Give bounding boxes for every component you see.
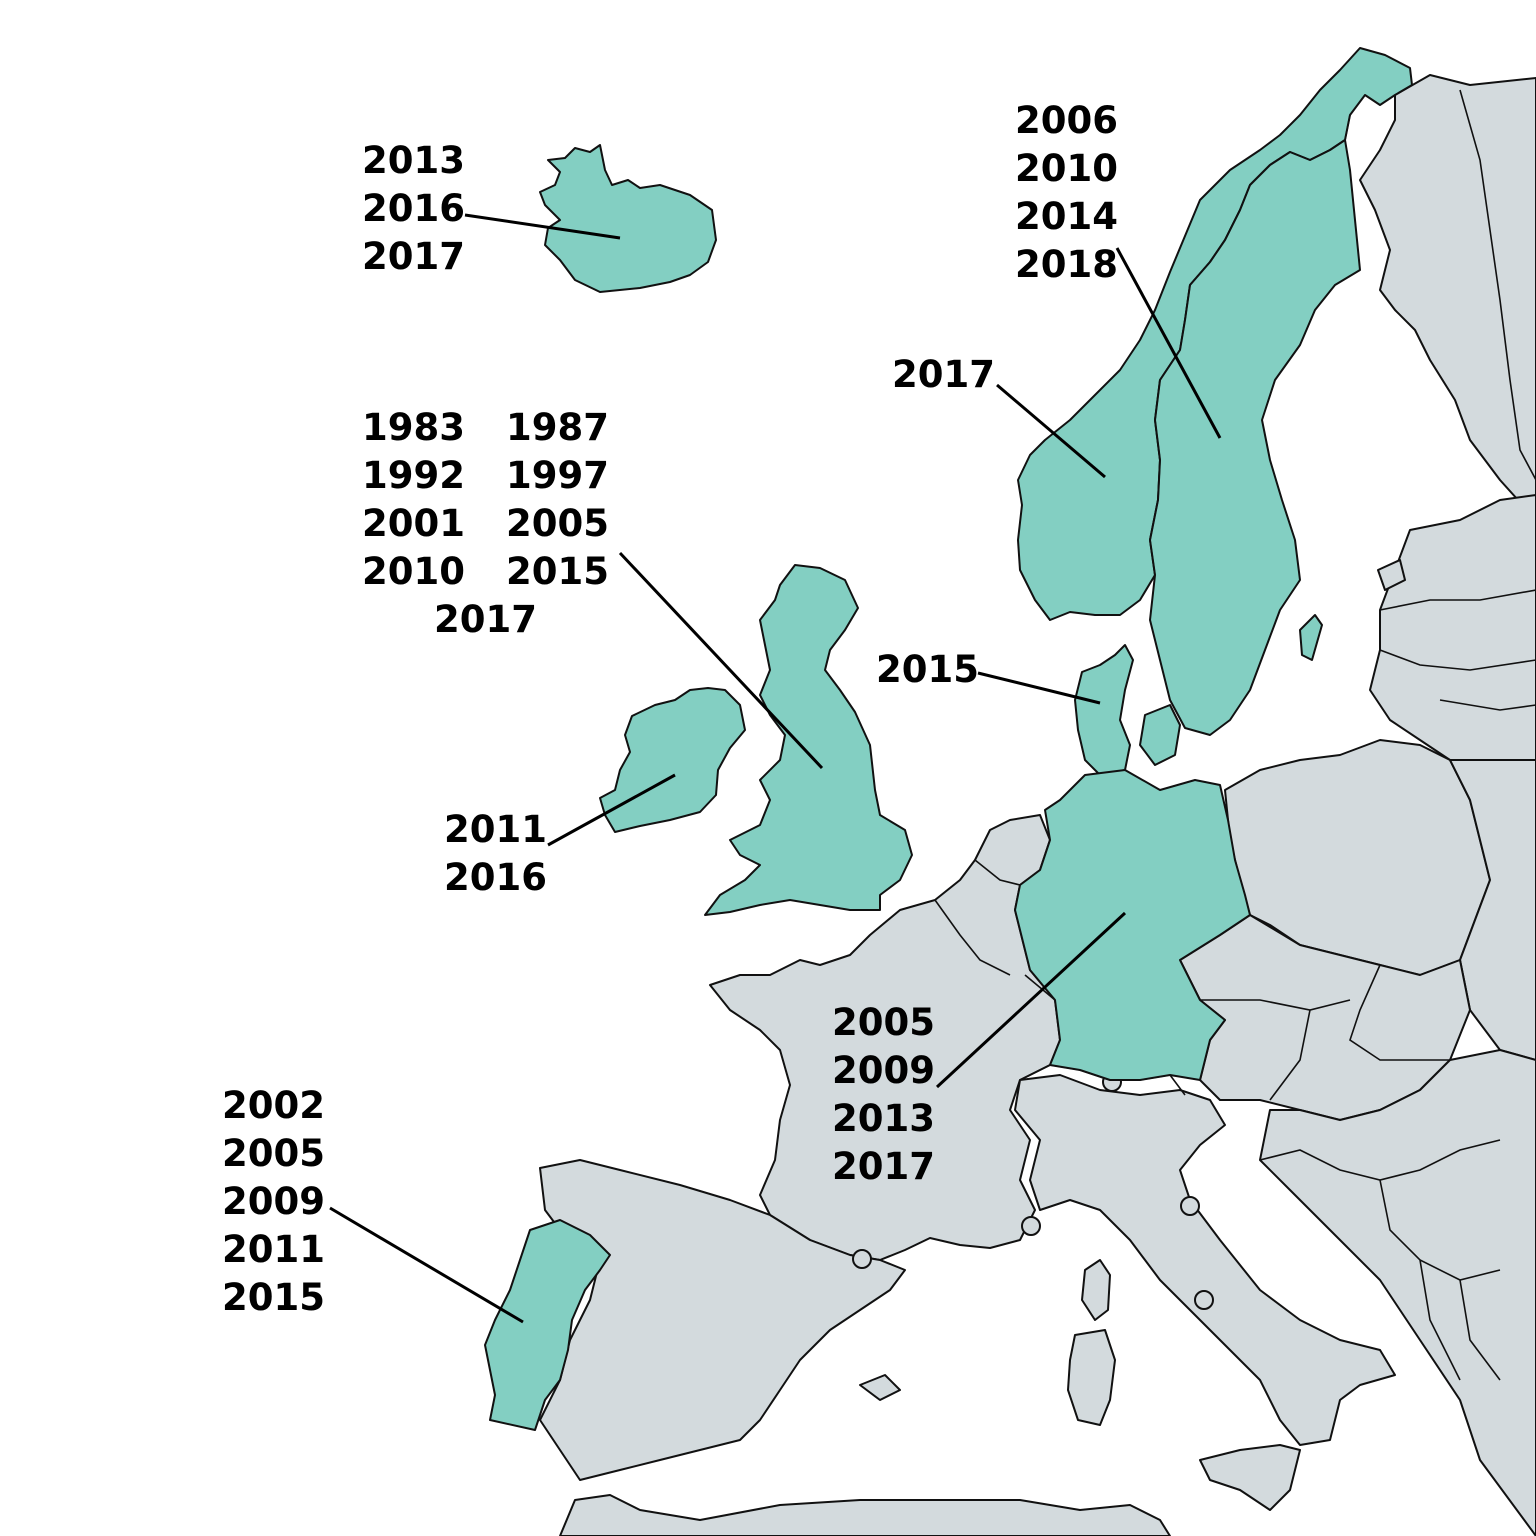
land-balkans bbox=[1259, 1049, 1536, 1536]
label-ireland-year: 2011 bbox=[444, 808, 547, 851]
label-portugal-year: 2002 bbox=[222, 1084, 325, 1127]
leader-norway bbox=[996, 383, 1106, 479]
marker-dot bbox=[1021, 1216, 1041, 1236]
land-saaremaa bbox=[1377, 559, 1406, 591]
label-sweden-year: 2010 bbox=[1015, 147, 1118, 190]
marker-dot bbox=[1180, 1196, 1200, 1216]
labels: 2013 2016 2017 1983 1987 1992 1997 2001 … bbox=[222, 99, 1118, 1319]
marker-dot bbox=[1194, 1290, 1214, 1310]
label-germany-year: 2017 bbox=[832, 1145, 935, 1188]
leader-portugal bbox=[329, 1206, 524, 1324]
label-uk-year: 1992 bbox=[362, 454, 465, 497]
leader-iceland bbox=[464, 213, 621, 240]
border-central bbox=[1200, 964, 1450, 1101]
border-benelux bbox=[934, 859, 1056, 1001]
highlighted-countries bbox=[484, 47, 1413, 1431]
label-iceland-year: 2016 bbox=[362, 187, 465, 230]
country-denmark-zealand bbox=[1139, 704, 1181, 766]
label-sweden-year: 2018 bbox=[1015, 243, 1118, 286]
label-sweden-year: 2006 bbox=[1015, 99, 1118, 142]
country-germany bbox=[1014, 769, 1251, 1081]
label-germany-year: 2005 bbox=[832, 1001, 935, 1044]
label-uk-year: 1983 bbox=[362, 406, 465, 449]
label-sweden-year: 2014 bbox=[1015, 195, 1118, 238]
label-uk-year: 1997 bbox=[506, 454, 609, 497]
label-portugal-year: 2005 bbox=[222, 1132, 325, 1175]
land-sicily bbox=[1199, 1444, 1301, 1511]
land-island-gotland bbox=[1299, 614, 1323, 661]
leader-ireland bbox=[547, 773, 676, 847]
country-iceland bbox=[539, 144, 717, 293]
label-uk-year: 2005 bbox=[506, 502, 609, 545]
label-portugal-year: 2009 bbox=[222, 1180, 325, 1223]
marker-dot bbox=[852, 1249, 872, 1269]
country-sweden bbox=[1149, 139, 1361, 736]
label-germany-year: 2013 bbox=[832, 1097, 935, 1140]
label-norway-year: 2017 bbox=[892, 353, 995, 396]
label-portugal-year: 2015 bbox=[222, 1276, 325, 1319]
border-norway-sweden bbox=[1149, 114, 1351, 576]
leader-germany bbox=[935, 911, 1127, 1089]
label-uk-year: 1987 bbox=[506, 406, 609, 449]
leader-sweden bbox=[1115, 247, 1222, 439]
leader-united-kingdom bbox=[618, 551, 824, 770]
land-north-africa bbox=[559, 1494, 1171, 1536]
country-ireland bbox=[599, 687, 746, 833]
leader-lines bbox=[329, 213, 1222, 1324]
label-iceland-year: 2013 bbox=[362, 139, 465, 182]
label-denmark-year: 2015 bbox=[876, 648, 979, 691]
label-uk-year: 2010 bbox=[362, 550, 465, 593]
country-denmark bbox=[1074, 644, 1134, 776]
label-uk-year: 2015 bbox=[506, 550, 609, 593]
label-uk-year: 2017 bbox=[434, 598, 537, 641]
background-land bbox=[539, 74, 1536, 1536]
leader-denmark bbox=[977, 671, 1101, 705]
label-iceland-year: 2017 bbox=[362, 235, 465, 278]
border-baltics bbox=[1379, 589, 1536, 711]
land-estonia-latvia-lithuania bbox=[1369, 494, 1536, 771]
land-sardinia bbox=[1067, 1329, 1116, 1426]
label-ireland-year: 2016 bbox=[444, 856, 547, 899]
label-germany-year: 2009 bbox=[832, 1049, 935, 1092]
border-balkans bbox=[1259, 1139, 1501, 1381]
land-corsica bbox=[1081, 1259, 1111, 1321]
land-balearics bbox=[859, 1374, 901, 1401]
label-portugal-year: 2011 bbox=[222, 1228, 325, 1271]
land-finland bbox=[1359, 74, 1536, 521]
label-uk-year: 2001 bbox=[362, 502, 465, 545]
border-finland-russia bbox=[1459, 89, 1536, 481]
country-portugal bbox=[484, 1219, 611, 1431]
land-spain bbox=[539, 1159, 906, 1481]
land-italy bbox=[1014, 1074, 1396, 1446]
